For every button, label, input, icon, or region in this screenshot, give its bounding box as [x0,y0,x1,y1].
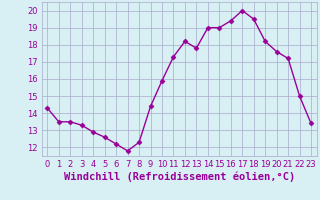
X-axis label: Windchill (Refroidissement éolien,°C): Windchill (Refroidissement éolien,°C) [64,172,295,182]
